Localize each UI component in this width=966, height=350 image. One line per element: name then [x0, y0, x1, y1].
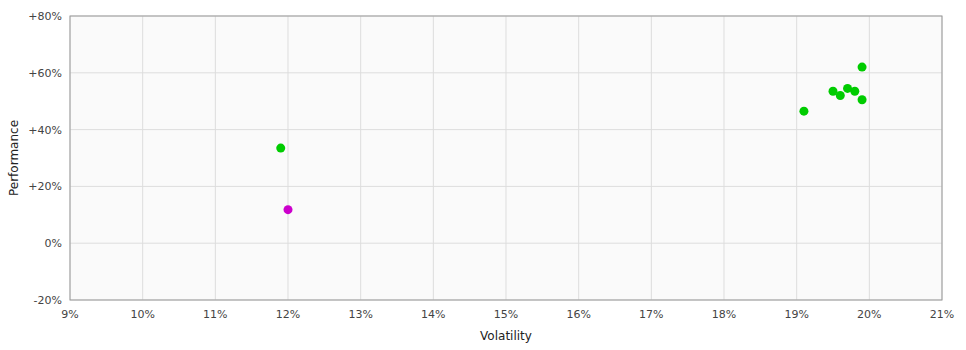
x-tick-label: 10%	[130, 308, 154, 321]
x-grid-line	[288, 16, 289, 300]
y-tick-label: +40%	[28, 124, 62, 137]
x-tick-label: 15%	[494, 308, 518, 321]
x-axis: 9% 10% 11% 12% 13% 14% 15% 16% 17% 18% 19% 20% 21%	[61, 308, 954, 321]
x-grid-line	[506, 16, 507, 300]
point	[799, 107, 808, 116]
x-tick-label: 16%	[566, 308, 590, 321]
y-grid-line	[70, 186, 942, 187]
y-tick-label: -20%	[34, 294, 62, 307]
y-tick-label: 0%	[45, 237, 62, 250]
x-grid-line	[360, 16, 361, 300]
y-grid-line	[70, 129, 942, 130]
x-tick-label: 21%	[930, 308, 954, 321]
x-tick-label: 14%	[421, 308, 445, 321]
y-axis: -20% 0% +20% +40% +60% +80%	[28, 10, 62, 307]
marks	[276, 63, 866, 215]
x-grid-line	[724, 16, 725, 300]
point	[836, 91, 845, 100]
grid	[70, 16, 942, 300]
x-grid-line	[578, 16, 579, 300]
chart: 9% 10% 11% 12% 13% 14% 15% 16% 17% 18% 19% 20% 21% -2…	[0, 0, 966, 350]
x-tick-label: 12%	[276, 308, 300, 321]
point	[276, 144, 285, 153]
x-grid-line	[142, 16, 143, 300]
y-axis-label: Performance	[7, 120, 21, 196]
y-tick-label: +80%	[28, 10, 62, 23]
x-axis-label: Volatility	[480, 329, 532, 343]
x-tick-label: 19%	[784, 308, 808, 321]
page: {"chart_data": { "type": "scatter", "xla…	[0, 0, 966, 350]
x-grid-line	[796, 16, 797, 300]
x-grid-line	[215, 16, 216, 300]
plot-frame	[70, 16, 942, 300]
point	[858, 95, 867, 104]
x-tick-label: 11%	[203, 308, 227, 321]
x-tick-label: 20%	[857, 308, 881, 321]
plot-area	[70, 16, 942, 300]
x-grid-line	[433, 16, 434, 300]
point	[850, 87, 859, 96]
x-tick-label: 9%	[61, 308, 78, 321]
x-tick-label: 13%	[348, 308, 372, 321]
y-grid-line	[70, 243, 942, 244]
x-tick-label: 17%	[639, 308, 663, 321]
x-tick-label: 18%	[712, 308, 736, 321]
y-grid-line	[70, 72, 942, 73]
y-tick-label: +20%	[28, 180, 62, 193]
series	[284, 205, 293, 214]
series	[276, 63, 866, 153]
x-grid-line	[651, 16, 652, 300]
y-tick-label: +60%	[28, 67, 62, 80]
x-grid-line	[869, 16, 870, 300]
point	[858, 63, 867, 72]
point	[284, 205, 293, 214]
